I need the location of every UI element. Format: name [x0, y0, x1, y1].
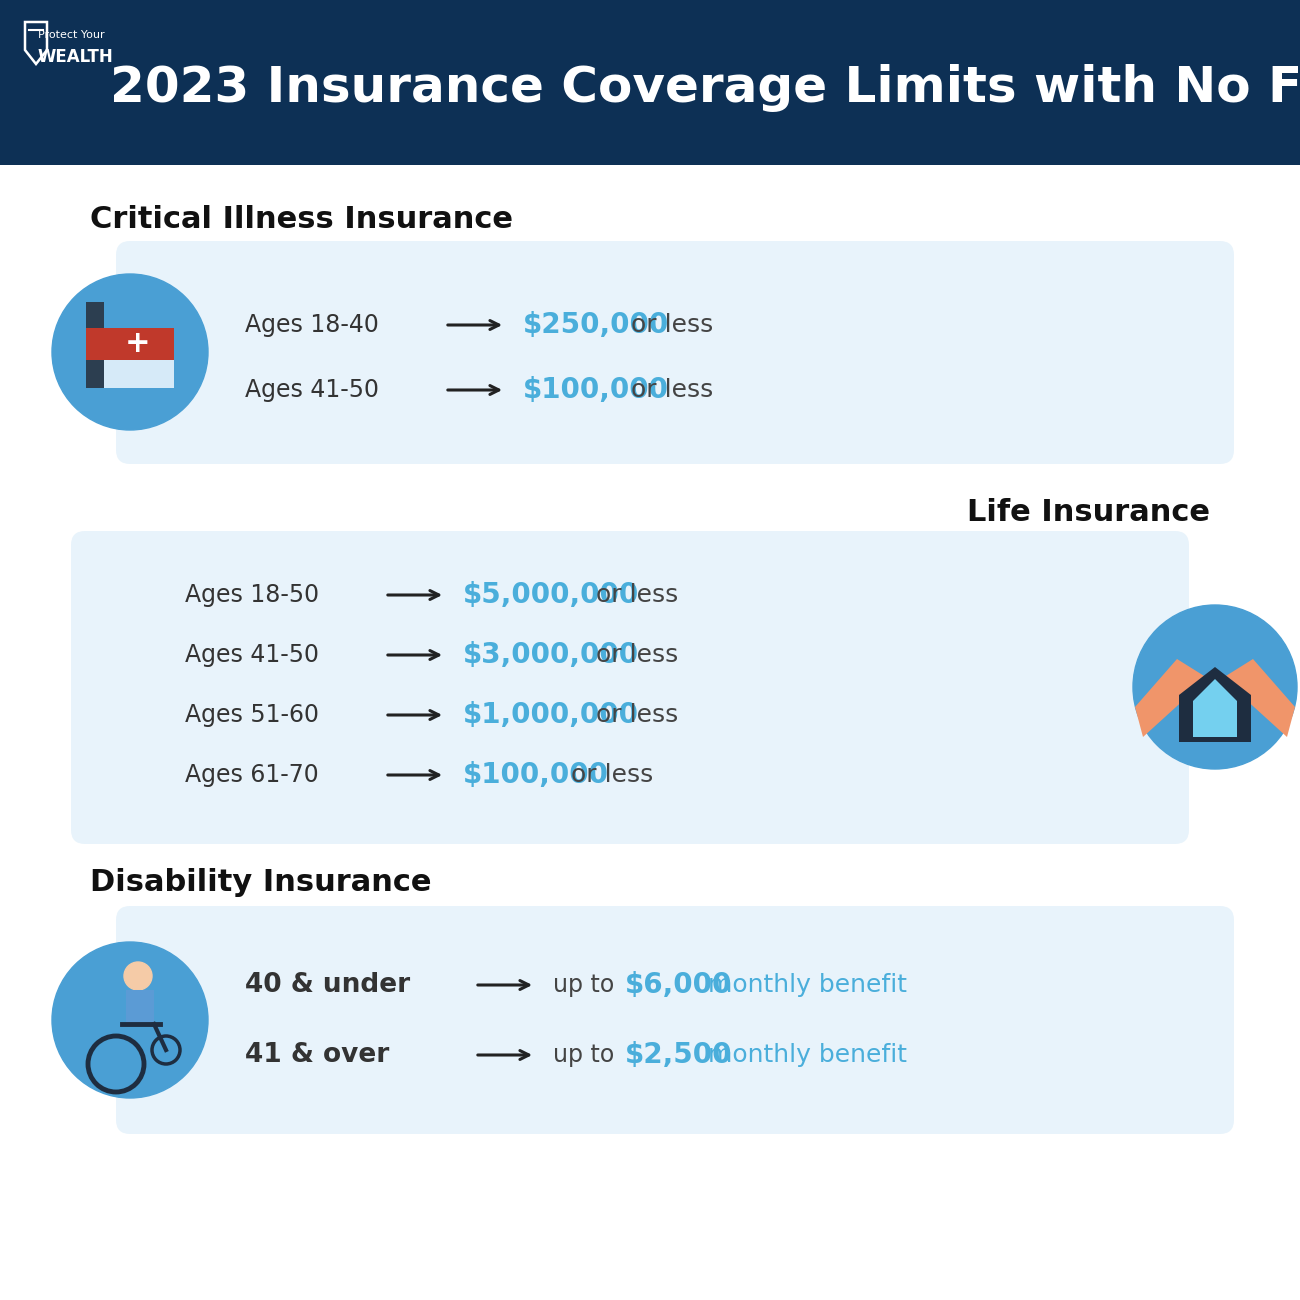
Text: or less: or less: [571, 763, 653, 786]
Text: or less: or less: [595, 703, 679, 727]
Text: $100,000: $100,000: [463, 760, 608, 789]
Text: or less: or less: [595, 644, 679, 667]
Text: Ages 51-60: Ages 51-60: [185, 703, 318, 727]
Polygon shape: [104, 360, 174, 387]
Text: 2023 Insurance Coverage Limits with No Fluids: 2023 Insurance Coverage Limits with No F…: [111, 64, 1300, 112]
Text: monthly benefit: monthly benefit: [708, 1043, 907, 1067]
Text: $6,000: $6,000: [625, 971, 732, 998]
Text: $250,000: $250,000: [523, 311, 670, 339]
Polygon shape: [1135, 659, 1209, 737]
Circle shape: [52, 274, 208, 430]
Text: Ages 41-50: Ages 41-50: [185, 644, 318, 667]
Circle shape: [124, 962, 152, 991]
Text: Ages 18-40: Ages 18-40: [244, 313, 378, 337]
Text: +: +: [125, 329, 151, 359]
FancyBboxPatch shape: [116, 906, 1234, 1134]
Text: Ages 41-50: Ages 41-50: [244, 378, 380, 402]
Text: 41 & over: 41 & over: [244, 1043, 389, 1069]
FancyBboxPatch shape: [0, 0, 1300, 165]
Text: 40 & under: 40 & under: [244, 972, 410, 998]
Text: $5,000,000: $5,000,000: [463, 581, 640, 608]
Text: $1,000,000: $1,000,000: [463, 701, 640, 729]
Text: up to: up to: [552, 1043, 614, 1067]
Circle shape: [1134, 604, 1297, 770]
Text: $2,500: $2,500: [625, 1041, 732, 1069]
Text: monthly benefit: monthly benefit: [708, 972, 907, 997]
Text: Protect Your: Protect Your: [38, 30, 104, 40]
Text: up to: up to: [552, 972, 614, 997]
Polygon shape: [86, 302, 104, 387]
Text: Critical Illness Insurance: Critical Illness Insurance: [90, 205, 514, 234]
Text: Disability Insurance: Disability Insurance: [90, 868, 432, 897]
Text: or less: or less: [630, 313, 714, 337]
FancyBboxPatch shape: [116, 240, 1234, 464]
Text: $3,000,000: $3,000,000: [463, 641, 640, 670]
Text: $100,000: $100,000: [523, 376, 670, 404]
Polygon shape: [1193, 679, 1238, 737]
Text: WEALTH: WEALTH: [38, 48, 114, 66]
Text: Ages 18-50: Ages 18-50: [185, 582, 318, 607]
Text: Ages 61-70: Ages 61-70: [185, 763, 318, 786]
Text: or less: or less: [630, 378, 714, 402]
Text: or less: or less: [595, 582, 679, 607]
Polygon shape: [126, 991, 153, 1024]
Polygon shape: [86, 328, 174, 360]
Circle shape: [52, 942, 208, 1098]
FancyBboxPatch shape: [72, 530, 1190, 844]
Polygon shape: [1221, 659, 1295, 737]
Polygon shape: [1179, 667, 1251, 742]
Text: Life Insurance: Life Insurance: [967, 498, 1210, 527]
